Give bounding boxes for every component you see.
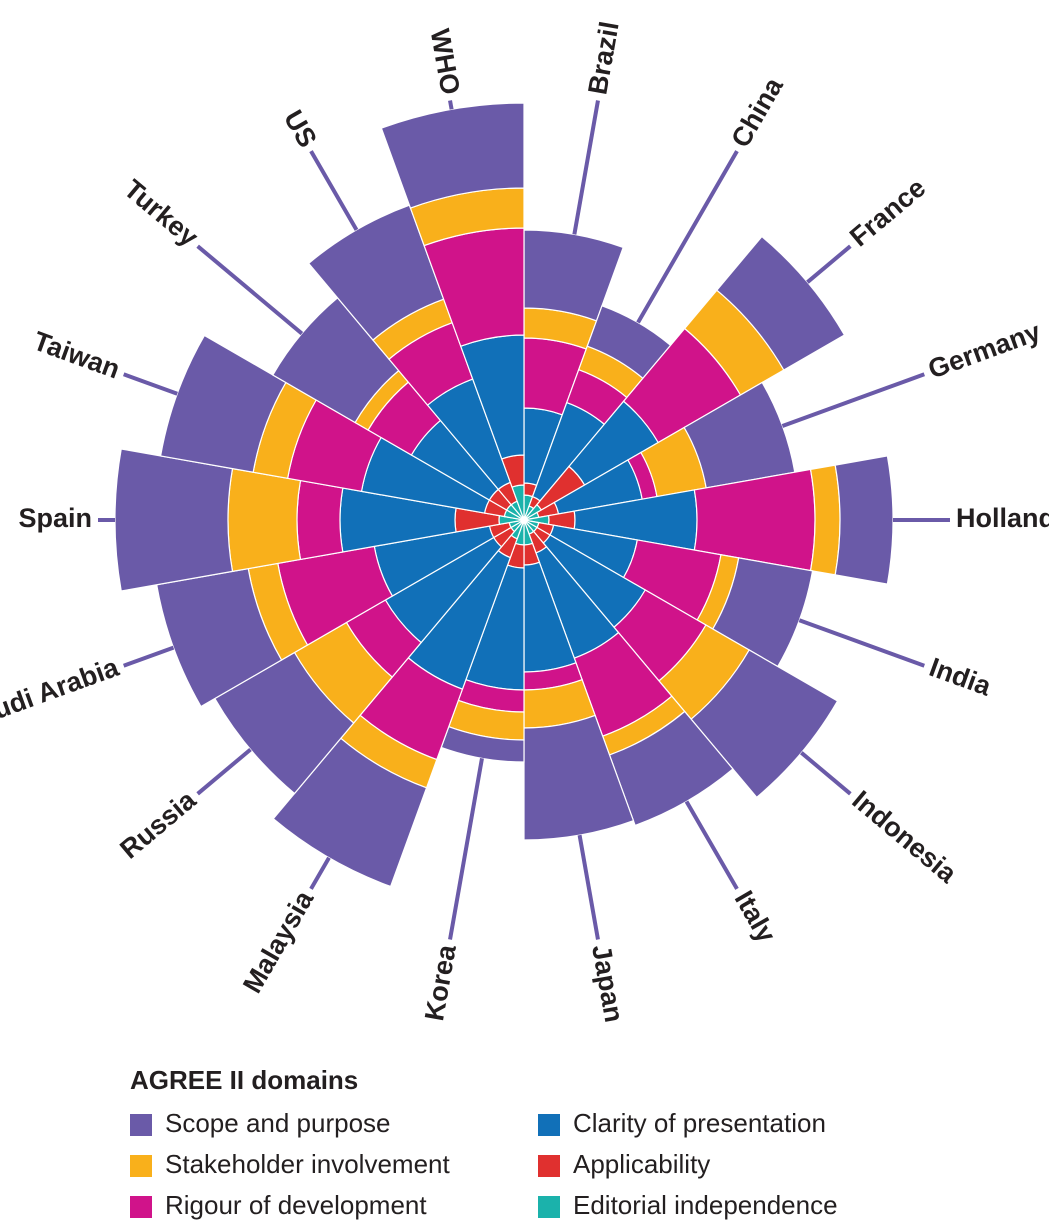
- country-label: Spain: [18, 503, 92, 533]
- country-label: Malaysia: [237, 885, 320, 998]
- leader-line: [196, 244, 304, 336]
- country-label: Holland: [956, 503, 1049, 533]
- legend-swatch: [538, 1196, 560, 1218]
- country-label: Brazil: [582, 19, 624, 97]
- legend-title: AGREE II domains: [130, 1065, 358, 1095]
- legend-label: Stakeholder involvement: [165, 1149, 450, 1179]
- country-label: Turkey: [118, 174, 204, 253]
- segment: [523, 229, 624, 322]
- leader-line: [309, 150, 359, 231]
- segment: [114, 448, 234, 592]
- segment: [834, 455, 894, 585]
- legend-label: Scope and purpose: [165, 1108, 391, 1138]
- leader-line: [798, 618, 925, 668]
- country-label: Germany: [924, 316, 1044, 384]
- country-label: Taiwan: [29, 326, 123, 385]
- country-label: Japan: [586, 943, 629, 1025]
- country-label: France: [844, 172, 931, 252]
- country-label: WHO: [425, 27, 466, 97]
- legend-label: Clarity of presentation: [573, 1108, 826, 1138]
- country-label: Italy: [729, 886, 782, 948]
- leader-line: [196, 747, 252, 796]
- segment: [159, 334, 287, 473]
- leader-line: [448, 100, 454, 110]
- legend-label: Applicability: [573, 1149, 710, 1179]
- segment: [715, 235, 846, 371]
- leader-line: [684, 800, 739, 890]
- leader-line: [309, 856, 331, 890]
- segment: [296, 479, 344, 561]
- country-label: Indonesia: [846, 785, 963, 890]
- legend-swatch: [538, 1155, 560, 1177]
- leader-line: [636, 150, 739, 324]
- country-label: US: [278, 105, 323, 152]
- leader-line: [577, 834, 600, 940]
- leader-line: [800, 751, 852, 796]
- leader-line: [123, 645, 175, 668]
- country-label: Saudi Arabia: [0, 652, 123, 737]
- country-label: China: [725, 72, 789, 153]
- sectors: [114, 102, 894, 888]
- legend-swatch: [130, 1196, 152, 1218]
- legend-label: Rigour of development: [165, 1190, 427, 1220]
- country-label: Russia: [114, 784, 202, 865]
- legend-swatch: [130, 1155, 152, 1177]
- leader-line: [448, 757, 484, 940]
- segment: [380, 102, 525, 209]
- legend: Scope and purpose Stakeholder involvement…: [130, 1108, 838, 1220]
- legend-swatch: [130, 1114, 152, 1136]
- leader-line: [781, 372, 925, 428]
- legend-label: Editorial independence: [573, 1190, 838, 1220]
- segment: [809, 464, 841, 576]
- leader-line: [806, 244, 852, 284]
- legend-swatch: [538, 1114, 560, 1136]
- leader-line: [123, 372, 178, 396]
- leader-line: [572, 100, 600, 235]
- segment: [523, 714, 635, 841]
- country-label: Korea: [419, 942, 462, 1024]
- country-label: India: [925, 652, 995, 702]
- segment: [227, 467, 302, 573]
